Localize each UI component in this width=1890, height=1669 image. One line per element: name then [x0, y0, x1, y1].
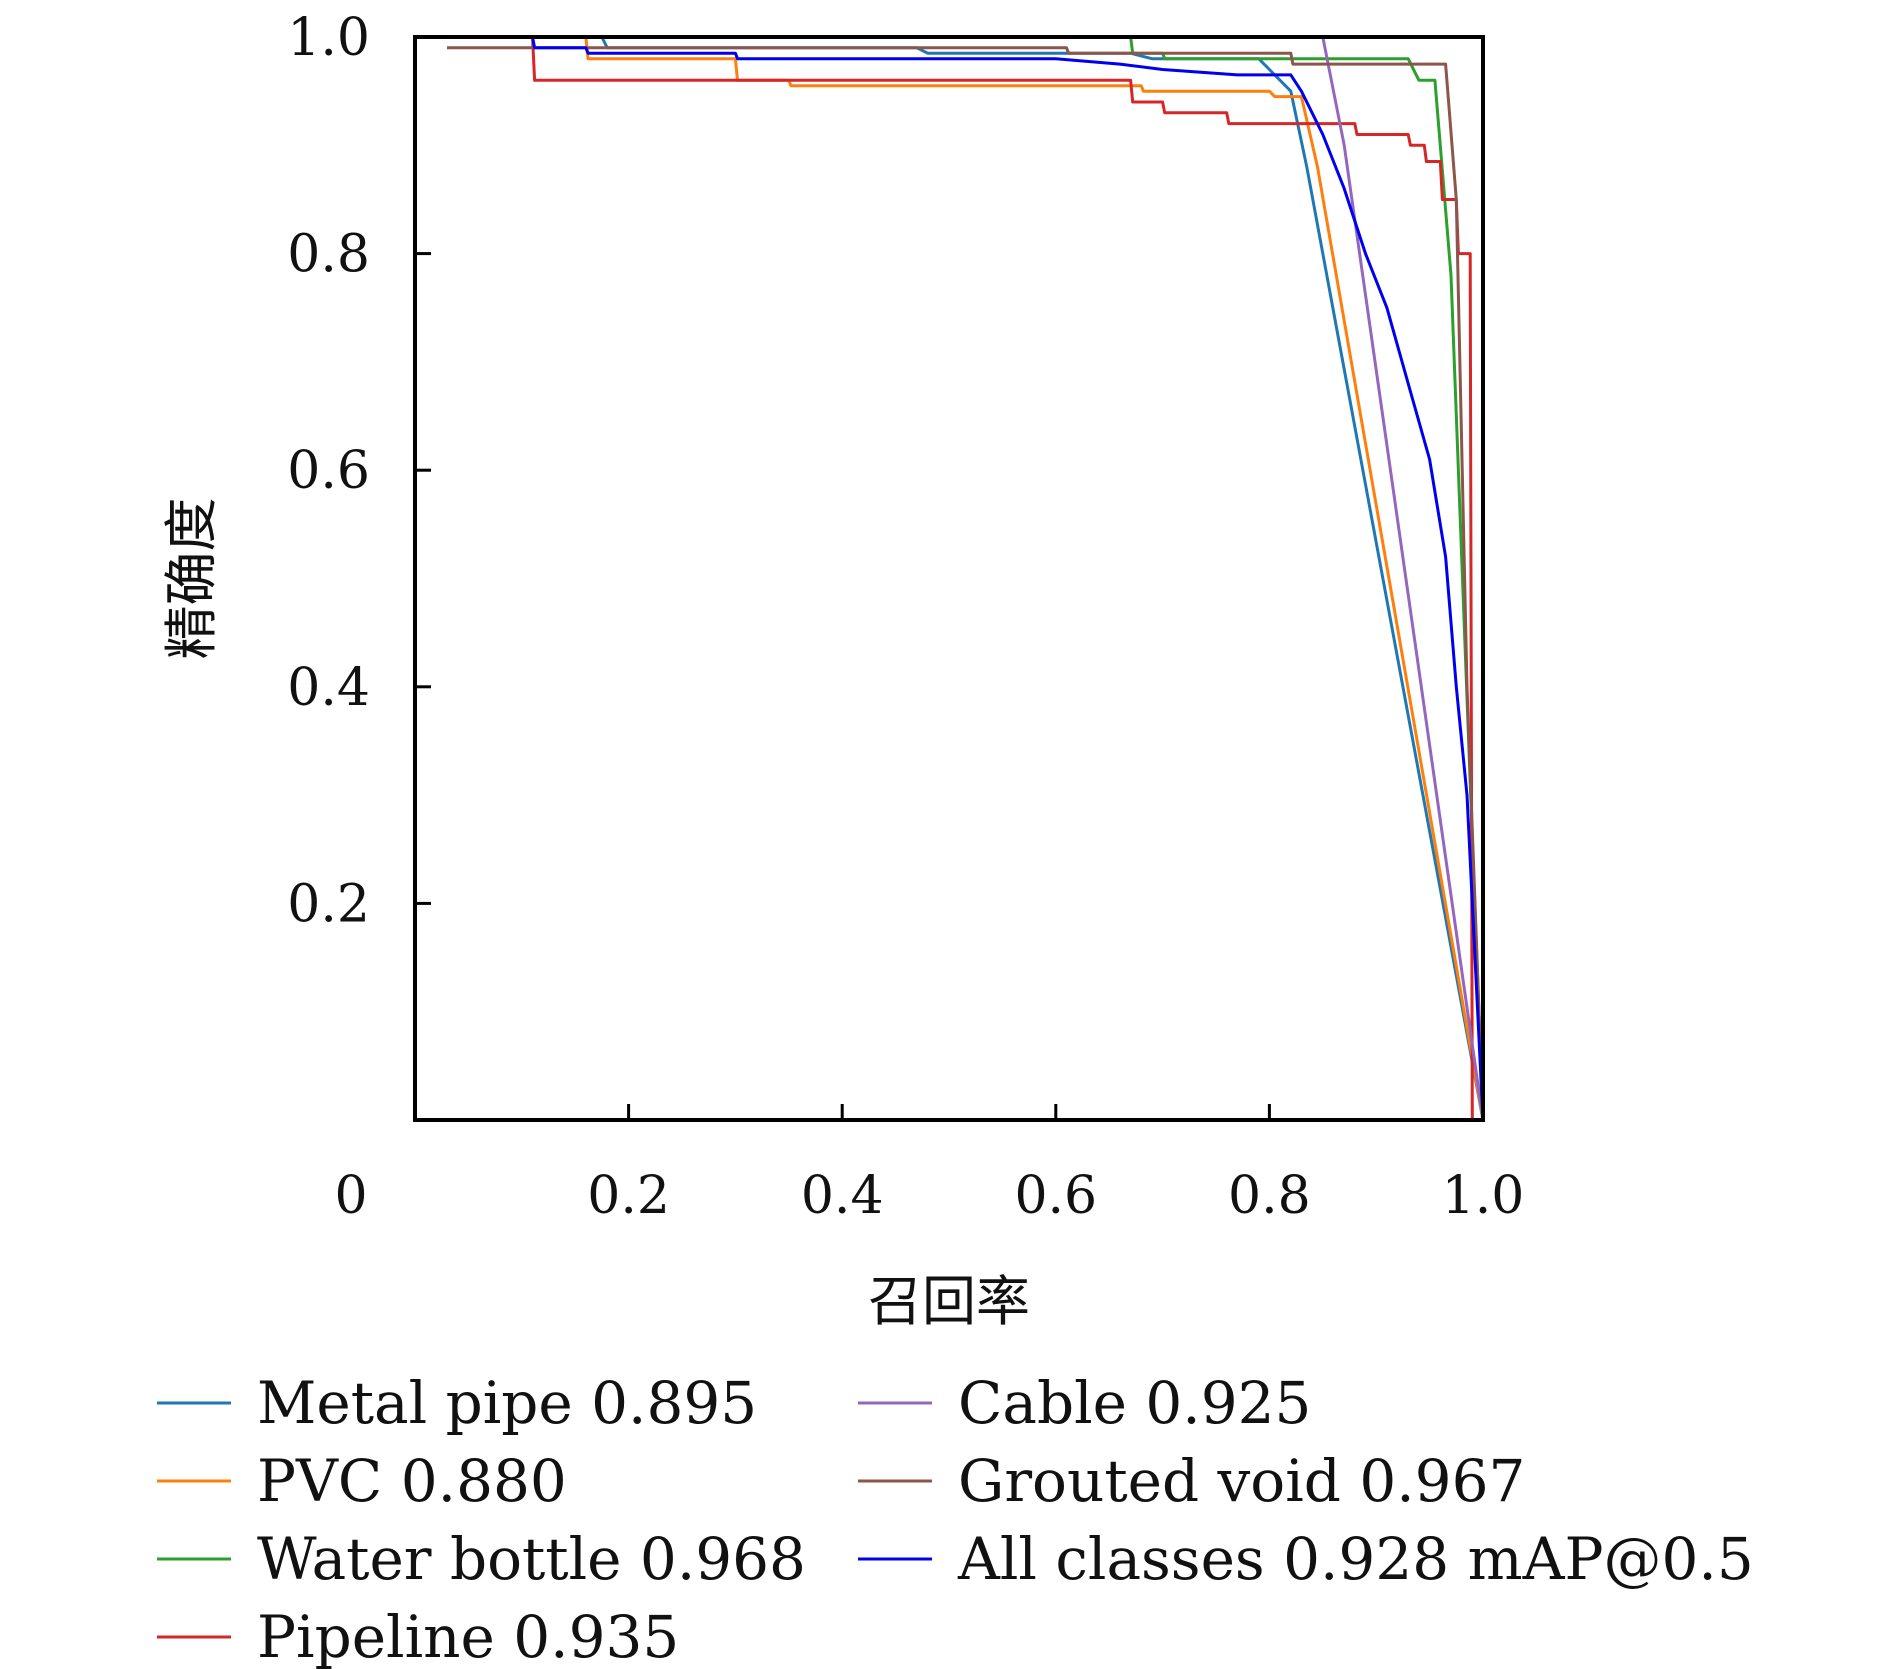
x-tick-label: 0 [334, 1166, 367, 1226]
y-tick-label: 0.4 [287, 658, 370, 718]
series-line-6 [447, 35, 1485, 1121]
x-tick-label: 1.0 [1442, 1166, 1525, 1226]
x-axis-title: 召回率 [868, 1270, 1030, 1333]
x-tick-label: 0.4 [801, 1166, 884, 1226]
x-tick-label: 0.2 [587, 1166, 670, 1226]
x-tick-label: 0.6 [1014, 1166, 1097, 1226]
series-line-2 [447, 35, 1485, 1121]
legend-label: All classes 0.928 mAP@0.5 [957, 1525, 1754, 1593]
legend-label: Water bottle 0.968 [257, 1525, 806, 1593]
y-tick-label: 0.2 [287, 874, 370, 934]
y-tick-label: 0.6 [287, 441, 370, 501]
legend-label: Grouted void 0.967 [958, 1447, 1525, 1515]
series-line-1 [447, 35, 1485, 1121]
y-axis-title: 精确度 [160, 498, 223, 660]
legend: Metal pipe 0.895 PVC 0.880 Water bottle 0.… [157, 1369, 1754, 1669]
series-line-3 [447, 35, 1483, 1122]
tick-labels: 0 0.2 0.4 0.6 0.8 1.0 0.2 0.4 0.6 0.8 1.0 [287, 8, 1524, 1226]
legend-label: PVC 0.880 [257, 1447, 567, 1515]
series-line-4 [1321, 36, 1485, 1121]
y-tick-label: 1.0 [287, 8, 370, 68]
series-lines [447, 35, 1485, 1122]
plot-frame [413, 35, 1485, 1122]
series-line-5 [447, 46, 1485, 1121]
legend-label: Pipeline 0.935 [257, 1603, 679, 1669]
axis-ticks [415, 35, 1485, 1120]
legend-label: Metal pipe 0.895 [257, 1369, 757, 1437]
series-line-0 [447, 35, 1485, 1121]
x-tick-label: 0.8 [1228, 1166, 1311, 1226]
y-tick-label: 0.8 [287, 225, 370, 285]
legend-label: Cable 0.925 [958, 1369, 1311, 1437]
